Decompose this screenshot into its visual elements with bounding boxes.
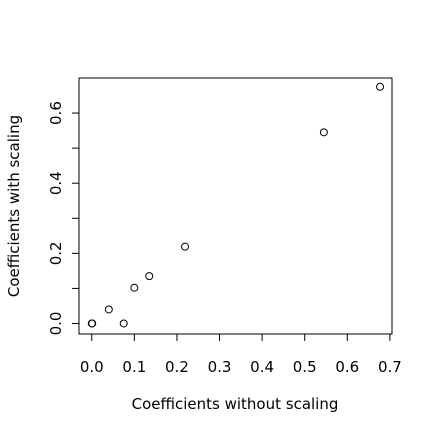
data-point xyxy=(319,128,328,137)
data-point xyxy=(181,242,190,251)
plot-box xyxy=(78,77,393,335)
y-axis-title: Coefficients with scaling xyxy=(5,115,23,297)
x-tick-label: 0.0 xyxy=(80,358,104,376)
x-tick-label: 0.4 xyxy=(250,358,274,376)
y-tick-label: 0.6 xyxy=(47,101,65,125)
x-tick-label: 0.2 xyxy=(165,358,189,376)
x-axis: 0.0 0.1 0.2 0.3 0.4 0.5 0.6 0.7 xyxy=(80,334,402,376)
y-tick-label: 0.0 xyxy=(47,312,65,336)
x-tick-label: 0.1 xyxy=(122,358,146,376)
x-tick-label: 0.3 xyxy=(208,358,232,376)
data-point xyxy=(130,283,139,292)
x-tick-label: 0.5 xyxy=(293,358,317,376)
y-axis: 0.0 0.2 0.4 0.6 xyxy=(47,101,79,335)
data-point xyxy=(88,319,97,328)
data-point xyxy=(104,305,113,314)
data-point xyxy=(119,319,128,328)
x-tick-label: 0.7 xyxy=(378,358,402,376)
y-tick-label: 0.2 xyxy=(47,241,65,265)
data-points xyxy=(87,82,385,328)
data-point xyxy=(376,82,385,91)
data-point xyxy=(145,272,154,281)
y-tick-label: 0.4 xyxy=(47,171,65,195)
x-axis-title: Coefficients without scaling xyxy=(132,395,339,413)
x-tick-label: 0.6 xyxy=(335,358,359,376)
